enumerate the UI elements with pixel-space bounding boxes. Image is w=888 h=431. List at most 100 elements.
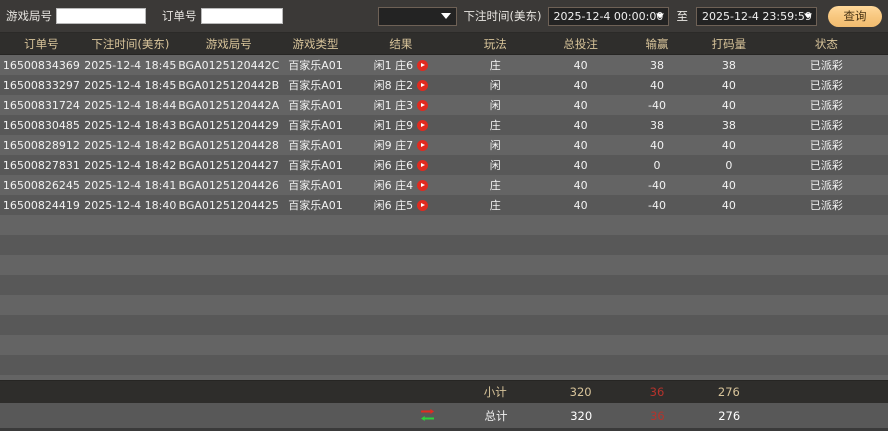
table-row-empty <box>0 255 888 275</box>
chevron-down-icon <box>440 13 451 19</box>
game-filter-select[interactable] <box>377 6 457 26</box>
subtotal-label: 小计 <box>483 385 507 399</box>
subtotal-wash: 276 <box>717 385 740 399</box>
row-cell-order: 16500826245 <box>2 178 80 192</box>
row-cell-totalbet: 40 <box>573 138 588 152</box>
round-number-input[interactable] <box>56 8 146 24</box>
row-cell-result: 闲6 庄5 <box>351 197 450 213</box>
date-to-value: 2025-12-4 23:59:59 <box>702 9 812 23</box>
play-button-icon[interactable] <box>417 159 429 171</box>
grandtotal-total-bet: 320 <box>570 408 593 423</box>
bet-time-label: 下注时间(美东) <box>463 9 542 23</box>
table-row[interactable]: 16500827831 2025-12-4 18:42 BGA01251204427… <box>0 155 888 175</box>
row-cell-totalbet: 40 <box>573 78 588 92</box>
row-cell-status: 已派彩 <box>809 79 843 92</box>
row-cell-winloss: -40 <box>648 98 666 112</box>
column-header-time[interactable]: 下注时间(美东) <box>91 36 170 51</box>
column-header-playtype[interactable]: 玩法 <box>483 36 507 51</box>
column-header-round[interactable]: 游戏局号 <box>205 36 252 51</box>
row-cell-time: 2025-12-4 18:40 <box>84 198 177 212</box>
row-cell-time: 2025-12-4 18:41 <box>84 178 177 192</box>
table-row[interactable]: 16500826245 2025-12-4 18:41 BGA01251204426… <box>0 175 888 195</box>
row-cell-washamount: 40 <box>721 198 736 212</box>
order-number-input[interactable] <box>200 8 283 24</box>
table-header-row: 订单号 下注时间(美东) 游戏局号 游戏类型 结果 玩法 总投注 输赢 打码量 … <box>0 33 888 55</box>
play-button-icon[interactable] <box>417 99 429 111</box>
result-text: 闲6 庄4 <box>373 179 414 192</box>
grandtotal-row: 总计 320 36 276 <box>0 403 888 428</box>
row-cell-status: 已派彩 <box>809 199 843 212</box>
query-button[interactable]: 查询 <box>828 5 882 27</box>
column-header-washamount[interactable]: 打码量 <box>711 36 747 51</box>
row-cell-round: BGA01251204427 <box>178 158 279 172</box>
row-cell-order: 16500824419 <box>2 198 80 212</box>
row-cell-playtype: 闲 <box>489 139 501 152</box>
row-cell-playtype: 闲 <box>489 99 501 112</box>
row-cell-totalbet: 40 <box>573 118 588 132</box>
row-cell-gametype: 百家乐A01 <box>288 59 343 72</box>
row-cell-result: 闲6 庄4 <box>351 177 450 193</box>
date-from-picker[interactable]: 2025-12-4 00:00:00 <box>547 6 669 26</box>
row-cell-gametype: 百家乐A01 <box>288 199 343 212</box>
play-button-icon[interactable] <box>417 199 429 211</box>
grandtotal-wash: 276 <box>718 408 741 423</box>
table-row[interactable]: 16500830485 2025-12-4 18:43 BGA01251204429… <box>0 115 888 135</box>
row-cell-status: 已派彩 <box>809 159 843 172</box>
column-header-winloss[interactable]: 输赢 <box>645 36 669 51</box>
row-cell-winloss: 40 <box>650 138 664 152</box>
row-cell-winloss: -40 <box>648 178 666 192</box>
play-button-icon[interactable] <box>417 59 429 71</box>
column-header-result[interactable]: 结果 <box>389 36 413 51</box>
table-row-empty <box>0 295 888 315</box>
play-button-icon[interactable] <box>417 79 429 91</box>
subtotal-winloss: 36 <box>649 385 665 399</box>
row-cell-order: 16500831724 <box>2 98 80 112</box>
date-to-picker[interactable]: 2025-12-4 23:59:59 <box>696 6 817 26</box>
row-cell-gametype: 百家乐A01 <box>288 159 343 172</box>
row-cell-round: BGA0125120442C <box>178 58 280 72</box>
row-cell-winloss: 38 <box>650 58 664 72</box>
row-cell-order: 16500834369 <box>2 58 80 72</box>
play-button-icon[interactable] <box>417 139 429 151</box>
play-button-icon[interactable] <box>417 119 429 131</box>
column-header-status[interactable]: 状态 <box>814 36 838 51</box>
column-header-order[interactable]: 订单号 <box>24 36 59 51</box>
row-cell-winloss: 38 <box>650 118 664 132</box>
table-row[interactable]: 16500833297 2025-12-4 18:45 BGA0125120442B… <box>0 75 888 95</box>
row-cell-time: 2025-12-4 18:45 <box>84 58 177 72</box>
row-cell-winloss: 40 <box>650 78 664 92</box>
row-cell-result: 闲1 庄3 <box>351 97 450 113</box>
result-text: 闲9 庄7 <box>373 139 414 152</box>
table-row[interactable]: 16500834369 2025-12-4 18:45 BGA0125120442C… <box>0 55 888 75</box>
row-cell-result: 闲8 庄2 <box>351 77 450 93</box>
row-cell-result: 闲1 庄6 <box>351 57 450 73</box>
table-row[interactable]: 16500831724 2025-12-4 18:44 BGA0125120442A… <box>0 95 888 115</box>
column-header-gametype[interactable]: 游戏类型 <box>292 36 339 51</box>
row-cell-totalbet: 40 <box>573 98 588 112</box>
row-cell-round: BGA01251204428 <box>178 138 279 152</box>
row-cell-washamount: 40 <box>721 98 736 112</box>
row-cell-playtype: 闲 <box>489 79 501 92</box>
column-header-totalbet[interactable]: 总投注 <box>563 36 598 51</box>
row-cell-washamount: 38 <box>721 58 736 72</box>
play-button-icon[interactable] <box>417 179 429 191</box>
row-cell-time: 2025-12-4 18:42 <box>84 158 177 172</box>
row-cell-totalbet: 40 <box>573 158 588 172</box>
row-cell-status: 已派彩 <box>809 59 843 72</box>
row-cell-time: 2025-12-4 18:45 <box>84 78 177 92</box>
row-cell-status: 已派彩 <box>809 179 843 192</box>
row-cell-result: 闲1 庄9 <box>351 117 450 133</box>
table-row-empty <box>0 315 888 335</box>
row-cell-time: 2025-12-4 18:44 <box>84 98 177 112</box>
row-cell-status: 已派彩 <box>809 139 843 152</box>
table-row[interactable]: 16500828912 2025-12-4 18:42 BGA01251204428… <box>0 135 888 155</box>
date-range-separator: 至 <box>676 9 689 23</box>
table-row-empty <box>0 235 888 255</box>
result-text: 闲1 庄3 <box>373 99 414 112</box>
row-cell-gametype: 百家乐A01 <box>288 119 343 132</box>
row-cell-gametype: 百家乐A01 <box>288 139 343 152</box>
swap-arrows-icon[interactable] <box>421 409 435 422</box>
row-cell-gametype: 百家乐A01 <box>288 179 343 192</box>
table-row[interactable]: 16500824419 2025-12-4 18:40 BGA01251204425… <box>0 195 888 215</box>
row-cell-playtype: 庄 <box>489 59 501 72</box>
